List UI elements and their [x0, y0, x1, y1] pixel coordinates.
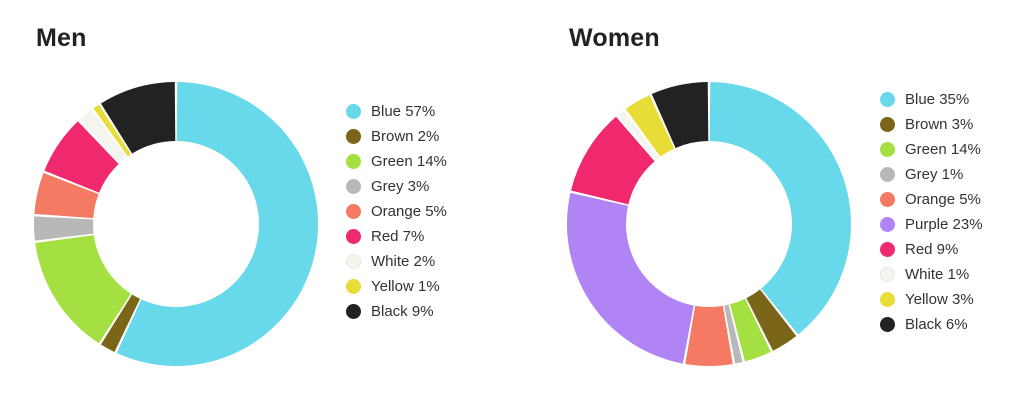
legend-label: Black 9% [371, 303, 434, 320]
legend-label: Brown 3% [905, 116, 974, 133]
slice-purple [567, 192, 694, 364]
legend-swatch [346, 304, 361, 319]
legend-item-white: White 2% [346, 249, 447, 274]
women-chart-title: Women [569, 24, 660, 52]
legend-swatch [346, 254, 361, 269]
legend-item-yellow: Yellow 3% [880, 287, 983, 312]
legend-swatch [880, 142, 895, 157]
legend-item-brown: Brown 2% [346, 124, 447, 149]
slice-brown [100, 294, 141, 352]
legend-item-red: Red 9% [880, 237, 983, 262]
legend-label: Orange 5% [905, 191, 981, 208]
legend-item-white: White 1% [880, 262, 983, 287]
legend-item-red: Red 7% [346, 224, 447, 249]
legend-item-orange: Orange 5% [880, 187, 983, 212]
legend-label: Red 7% [371, 228, 425, 245]
legend-swatch [880, 217, 895, 232]
slice-grey [34, 216, 94, 241]
slice-red [44, 121, 119, 193]
slice-orange [685, 305, 733, 366]
legend-swatch [880, 242, 895, 257]
slice-yellow [625, 95, 675, 157]
legend-swatch [346, 104, 361, 119]
slice-white [79, 109, 127, 164]
legend-label: Yellow 3% [905, 291, 974, 308]
legend-swatch [346, 279, 361, 294]
slice-orange [34, 172, 99, 219]
men-chart-panel: Men Blue 57% Brown 2% Green 14% Grey 3% Oran… [34, 24, 447, 367]
legend-swatch [880, 267, 895, 282]
legend-item-black: Black 9% [346, 299, 447, 324]
legend-item-orange: Orange 5% [346, 199, 447, 224]
legend-swatch [880, 117, 895, 132]
slice-black [100, 82, 176, 154]
legend-label: Grey 3% [371, 178, 430, 195]
legend-label: Green 14% [371, 153, 447, 170]
legend-label: Black 6% [905, 316, 968, 333]
slice-black [651, 82, 709, 149]
legend-swatch [346, 179, 361, 194]
legend-swatch [880, 167, 895, 182]
legend-item-purple: Purple 23% [880, 212, 983, 237]
legend-label: White 1% [905, 266, 970, 283]
slice-grey [724, 304, 743, 364]
legend-swatch [346, 154, 361, 169]
legend-item-grey: Grey 1% [880, 162, 983, 187]
slice-green [35, 235, 131, 344]
legend-item-green: Green 14% [346, 149, 447, 174]
men-chart-title: Men [36, 24, 87, 52]
men-legend: Blue 57% Brown 2% Green 14% Grey 3% Orange 5… [346, 99, 447, 324]
legend-item-brown: Brown 3% [880, 112, 983, 137]
women-legend: Blue 35% Brown 3% Green 14% Grey 1% Orange 5… [880, 87, 983, 337]
slice-brown [746, 289, 797, 351]
legend-label: White 2% [371, 253, 436, 270]
legend-label: Green 14% [905, 141, 981, 158]
legend-label: Purple 23% [905, 216, 983, 233]
slice-green [730, 298, 771, 362]
women-donut-chart [567, 82, 851, 366]
legend-swatch [880, 292, 895, 307]
legend-label: Blue 57% [371, 103, 436, 120]
legend-label: Orange 5% [371, 203, 447, 220]
slice-blue [709, 82, 851, 335]
legend-item-blue: Blue 57% [346, 99, 447, 124]
slice-red [571, 116, 655, 205]
legend-swatch [346, 129, 361, 144]
men-donut-chart [34, 82, 319, 367]
women-chart-panel: Women Blue 35% Brown 3% Green 14% Grey 1% Or… [512, 0, 1024, 413]
legend-swatch [880, 92, 895, 107]
legend-label: Blue 35% [905, 91, 970, 108]
legend-item-yellow: Yellow 1% [346, 274, 447, 299]
legend-label: Grey 1% [905, 166, 964, 183]
legend-swatch [880, 192, 895, 207]
slice-white [617, 110, 660, 161]
legend-swatch [880, 317, 895, 332]
slice-blue [116, 82, 319, 367]
legend-swatch [346, 229, 361, 244]
legend-item-blue: Blue 35% [880, 87, 983, 112]
legend-item-grey: Grey 3% [346, 174, 447, 199]
legend-label: Brown 2% [371, 128, 440, 145]
legend-label: Red 9% [905, 241, 959, 258]
legend-item-black: Black 6% [880, 312, 983, 337]
legend-item-green: Green 14% [880, 137, 983, 162]
slice-yellow [93, 104, 131, 157]
legend-label: Yellow 1% [371, 278, 440, 295]
legend-swatch [346, 204, 361, 219]
